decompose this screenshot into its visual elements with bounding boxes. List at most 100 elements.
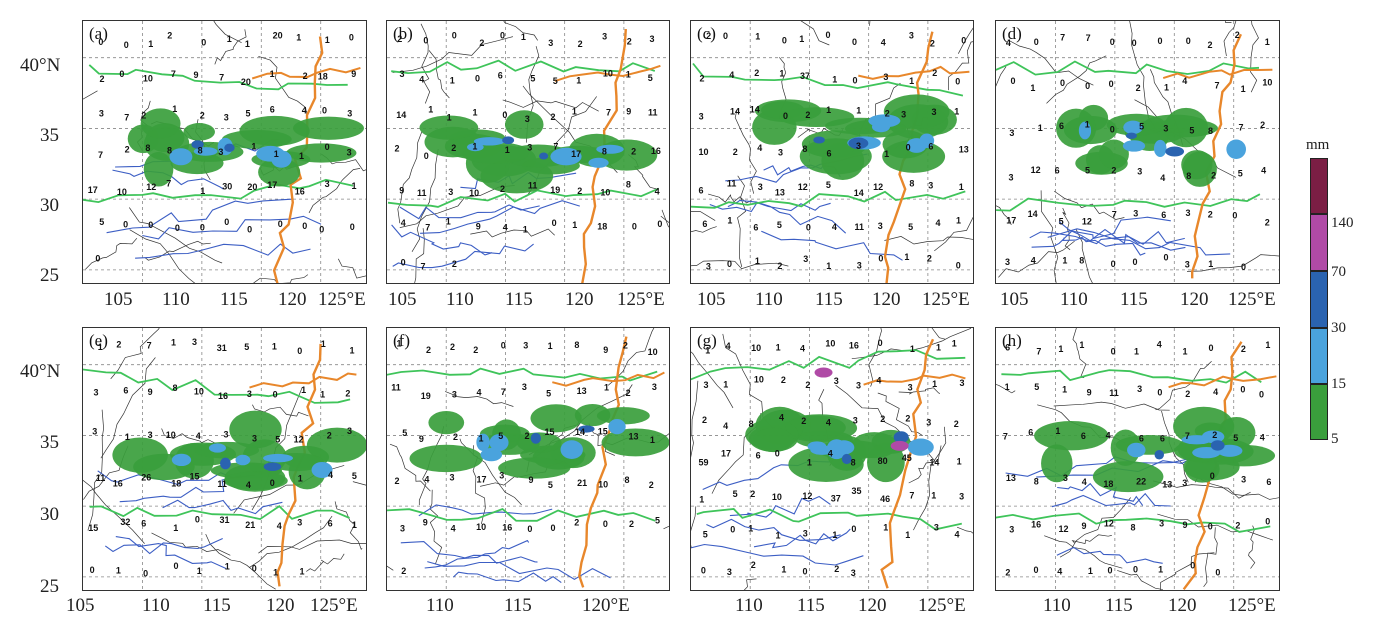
province-border (1062, 207, 1071, 251)
contour-blue (112, 169, 224, 190)
province-border (956, 526, 973, 534)
station-value: 35 (851, 486, 861, 496)
province-border (144, 240, 211, 261)
station-value: 7 (1112, 210, 1117, 220)
lon-tick-e-115: 115 (203, 595, 231, 616)
station-value: 3 (878, 221, 883, 231)
station-value: 7 (420, 262, 425, 272)
station-value: 0 (878, 338, 883, 348)
province-border (83, 90, 98, 100)
map-canvas: 1 4 10 1 4 10 16 01 1 13 1 10 2 2 3 343 1 324 84 2 4 3 2 2 3 2591… (691, 328, 973, 590)
station-value: 2 (550, 112, 555, 122)
station-value: 0 (148, 220, 153, 230)
station-value: 20 (273, 31, 283, 41)
lon-tick-g-115: 115 (797, 595, 825, 616)
station-value: 14 (750, 104, 760, 114)
station-value: 2 (1111, 165, 1116, 175)
station-value: 1 (932, 379, 937, 389)
rain-area-30mm (1154, 450, 1164, 460)
station-value: 0 (247, 224, 252, 234)
station-value: 0 (175, 223, 180, 233)
lon-tick-a-110: 110 (162, 289, 190, 310)
station-value: 37 (800, 71, 810, 81)
station-value: 18 (1103, 479, 1113, 489)
station-value: 3 (699, 112, 704, 122)
rain-area-15mm (907, 438, 934, 456)
province-border (411, 148, 439, 252)
station-value: 3 (1009, 524, 1014, 534)
rain-area-5mm (516, 432, 562, 453)
contour-green (88, 64, 348, 91)
station-value: 16 (651, 146, 661, 156)
rain-area-5mm (183, 123, 215, 141)
station-value: 8 (626, 180, 631, 190)
station-value: 2 (750, 489, 755, 499)
station-value: 4 (655, 187, 660, 197)
station-value: 0 (124, 40, 129, 50)
river-line (1191, 33, 1242, 279)
station-value: 7 (606, 108, 611, 118)
station-value: 3 (959, 378, 964, 388)
colorbar-tick-70: 70 (1331, 264, 1346, 280)
rain-area-5mm (306, 427, 366, 463)
contour-green (83, 178, 354, 204)
lat-tick-35-row1: 35 (40, 125, 59, 146)
station-value: 3 (1008, 172, 1013, 182)
station-value: 7 (1086, 33, 1091, 43)
province-border (737, 175, 747, 268)
station-value: 2 (1265, 217, 1270, 227)
station-value: 0 (603, 519, 608, 529)
station-value: 1 (957, 456, 962, 466)
station-value: 10 (825, 339, 835, 349)
province-border (998, 240, 1075, 278)
province-border (898, 387, 941, 395)
contour-blue (142, 215, 322, 240)
station-value: 4 (476, 388, 481, 398)
rain-area-15mm (871, 121, 891, 133)
station-value: 2 (733, 147, 738, 157)
panel-e: 1 2 7 1 3 31 5 1 0 1 1 3 6 9 8 10 16 3 0 1 1 2 3 1 3 10 4 3 3 5 12 2 3 11… (82, 327, 367, 591)
contour-blue (106, 198, 294, 234)
station-value: 0 (701, 565, 706, 575)
station-value: 11 (528, 181, 538, 191)
rain-area-5mm (1041, 444, 1073, 483)
station-value: 0 (1157, 387, 1162, 397)
station-value: 2 (1235, 30, 1240, 40)
station-value: 1 (447, 113, 452, 123)
station-value: 3 (452, 390, 457, 400)
station-value: 6 (1160, 434, 1165, 444)
station-value: 1 (270, 69, 275, 79)
province-border (934, 217, 973, 252)
colorbar-tick-15: 15 (1331, 376, 1346, 392)
station-value: 1 (954, 106, 959, 116)
province-border (1075, 229, 1093, 283)
station-value: 1 (1055, 426, 1060, 436)
province-border (205, 533, 276, 590)
contour-green (1001, 369, 1262, 384)
rain-area-15mm (608, 419, 626, 435)
station-value: 8 (172, 383, 177, 393)
station-value: 3 (1137, 384, 1142, 394)
station-value: 31 (219, 515, 229, 525)
station-value: 5 (648, 73, 653, 83)
station-value: 2 (453, 432, 458, 442)
contour-green (387, 187, 660, 208)
rain-area-5mm (1098, 139, 1129, 169)
station-value: 8 (145, 143, 150, 153)
river-line (880, 338, 935, 589)
station-value: 3 (727, 567, 732, 577)
station-value: 3 (192, 337, 197, 347)
station-value: 1 (1134, 347, 1139, 357)
province-border (334, 501, 363, 550)
station-value: 1 (799, 34, 804, 44)
rain-area-15mm (263, 453, 293, 463)
station-value: 1 (298, 473, 303, 483)
station-value: 2 (834, 564, 839, 574)
station-value: 1 (1265, 37, 1270, 47)
panel-label: (b) (393, 24, 413, 43)
station-value: 22 (1136, 476, 1146, 486)
province-border (931, 328, 946, 340)
contour-green (691, 190, 966, 209)
